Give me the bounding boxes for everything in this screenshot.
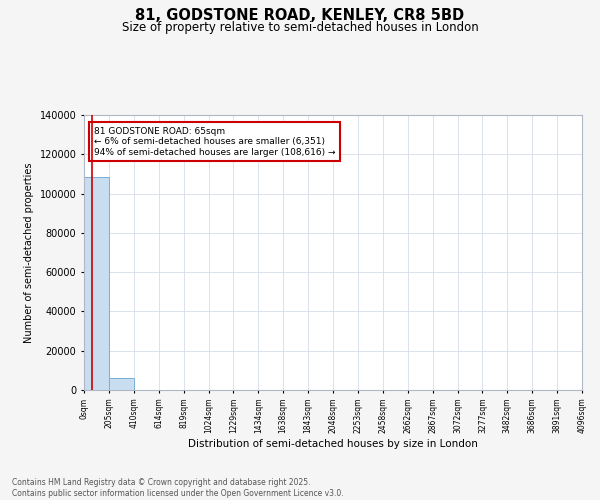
Bar [109,378,134,390]
Text: 81 GODSTONE ROAD: 65sqm
← 6% of semi-detached houses are smaller (6,351)
94% of : 81 GODSTONE ROAD: 65sqm ← 6% of semi-det… [94,127,335,156]
Bar [84,176,109,390]
Text: Size of property relative to semi-detached houses in London: Size of property relative to semi-detach… [122,21,478,34]
Text: Contains HM Land Registry data © Crown copyright and database right 2025.
Contai: Contains HM Land Registry data © Crown c… [12,478,344,498]
X-axis label: Distribution of semi-detached houses by size in London: Distribution of semi-detached houses by … [188,439,478,449]
Text: 81, GODSTONE ROAD, KENLEY, CR8 5BD: 81, GODSTONE ROAD, KENLEY, CR8 5BD [136,8,464,22]
Y-axis label: Number of semi-detached properties: Number of semi-detached properties [24,162,34,343]
